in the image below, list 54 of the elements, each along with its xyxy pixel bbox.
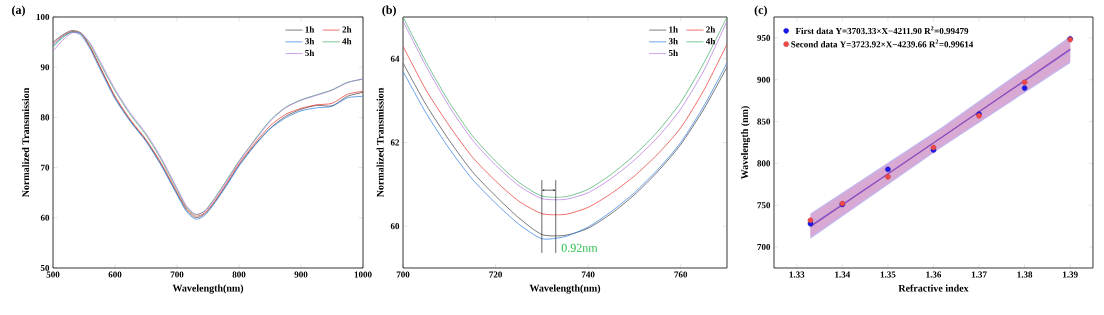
y-tick-label: 60 [390,223,400,230]
x-tick-label: 600 [108,271,122,278]
x-tick-label: 1.36 [926,271,942,278]
x-tick-label: 720 [489,271,502,278]
y-tick-label: 800 [757,160,771,167]
x-axis-title: Wavelength(nm) [529,284,601,294]
y-tick-label: 750 [757,202,771,209]
legend-label: 3h [305,37,315,45]
y-tick-label: 100 [36,13,50,21]
y-tick-label: 950 [757,34,771,41]
legend-label: 5h [668,49,678,57]
x-tick-label: 800 [232,271,246,278]
y-tick-label: 90 [40,64,50,71]
x-tick-label: 1.35 [880,271,896,278]
x-tick-label: 740 [581,271,595,278]
legend-label: 2h [706,26,716,33]
legend-label: 2h [342,26,352,33]
y-tick-label: 64 [390,55,400,62]
x-tick-label: 1.38 [1017,271,1033,278]
legend-label: First data Y=3703.33×X−4211.90 R$^{2}$=0.99479 [795,26,969,35]
legend-label: 1h [305,26,315,33]
x-axis-title: Refractive index [898,284,969,292]
legend-label: Second data Y=3723.92×X−4239.66 R$^{2}$=0.99614 [791,39,974,48]
legend-label: 4h [342,37,352,45]
x-axis-title: Wavelength(nm) [172,284,244,294]
x-tick-label: 700 [396,271,410,278]
x-tick-label: 1000 [354,271,372,278]
y-tick-label: 70 [41,164,50,171]
y-tick-label: 900 [757,76,771,83]
x-tick-label: 760 [674,271,688,278]
legend-label: 3h [668,37,678,45]
y-tick-label: 700 [757,244,771,251]
legend-label: 4h [705,37,716,45]
x-tick-label: 900 [294,271,308,278]
y-tick-label: 62 [390,139,400,146]
y-tick-label: 50 [40,264,50,272]
legend-label: 1h [669,26,678,33]
legend-label: 5h [305,49,315,57]
y-axis-title: Wavelength (nm) [740,106,751,180]
y-axis-title: Normalized Transmission [376,87,384,198]
x-tick-label: 1.39 [1063,271,1078,278]
x-tick-label: 1.33 [789,271,805,278]
x-tick-label: 1.34 [835,271,851,278]
chart-title: (a) [12,5,25,17]
annotation: 0.92nm [561,243,598,252]
x-tick-label: 700 [170,271,184,278]
y-tick-label: 80 [40,114,50,121]
y-axis-title: Normalized Transmission [22,87,30,198]
chart-title: (b) [382,5,396,17]
y-tick-label: 850 [757,118,771,125]
chart-title: (c) [754,5,767,17]
y-tick-label: 60 [40,214,50,221]
x-tick-label: 500 [46,271,60,278]
x-tick-label: 1.37 [971,271,987,278]
